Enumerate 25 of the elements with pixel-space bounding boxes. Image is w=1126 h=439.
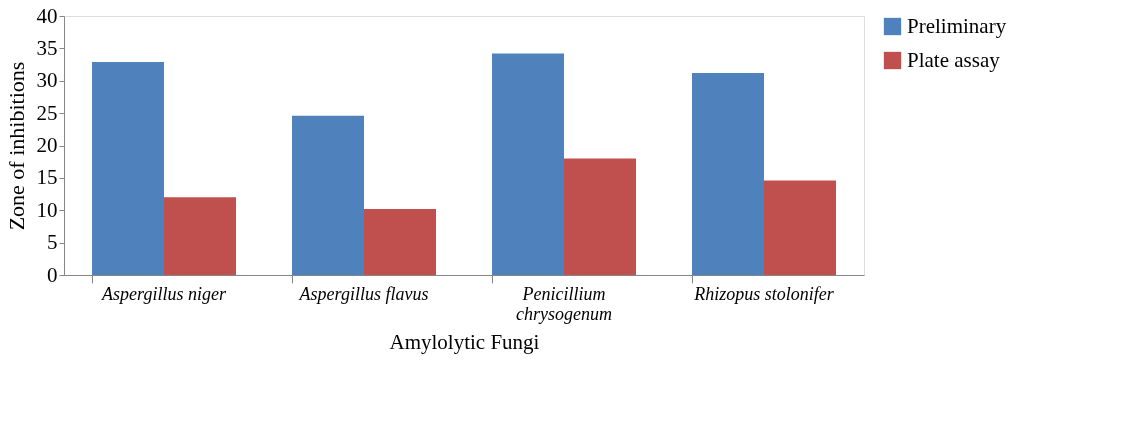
bar — [292, 115, 364, 275]
y-tick-label: 0 — [47, 262, 58, 287]
y-tick-label: 5 — [47, 230, 58, 255]
legend-label: Preliminary — [907, 13, 1007, 38]
y-axis-title: Zone of inhibitions — [3, 61, 29, 231]
x-tick-label: Aspergillus flavus — [298, 283, 429, 304]
bar — [692, 72, 764, 275]
x-axis-title: Amylolytic Fungi — [389, 329, 540, 354]
bar — [564, 158, 636, 275]
x-tick-label: Rhizopus stolonifer — [693, 283, 835, 304]
y-tick-label: 40 — [36, 3, 58, 28]
bar — [92, 61, 164, 275]
y-tick-label: 35 — [36, 35, 58, 60]
bar — [364, 208, 436, 275]
y-tick-label: 10 — [36, 197, 58, 222]
bar — [492, 53, 564, 275]
bar — [764, 180, 836, 275]
x-tick-label: Penicillium chrysogenum — [516, 283, 612, 324]
x-tick-label: Aspergillus niger — [101, 283, 227, 304]
y-tick-label: 30 — [36, 68, 58, 93]
bar — [164, 197, 236, 275]
y-tick-label: 15 — [36, 165, 58, 190]
legend-label: Plate assay — [907, 47, 1001, 72]
y-tick-label: 25 — [36, 100, 58, 125]
y-tick-label: 20 — [36, 133, 58, 157]
